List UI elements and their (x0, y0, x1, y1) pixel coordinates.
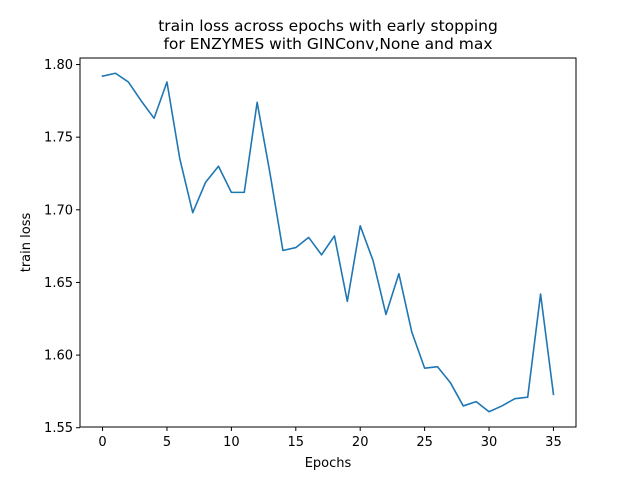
x-tick-label: 15 (288, 435, 305, 450)
y-tick-label: 1.70 (44, 203, 73, 218)
plot-area (79, 57, 577, 428)
x-tick-label: 25 (416, 435, 433, 450)
x-tick-label: 5 (163, 435, 171, 450)
x-tick-label: 0 (98, 435, 106, 450)
y-tick-label: 1.60 (44, 349, 73, 364)
x-tick-label: 10 (223, 435, 240, 450)
y-tick-label: 1.80 (44, 58, 73, 73)
y-axis-label: train loss (19, 213, 34, 273)
chart-title-line-1: train loss across epochs with early stop… (158, 17, 498, 35)
y-axis: 1.55 1.60 1.65 1.70 1.75 1.80 (44, 58, 80, 436)
series-line-0 (101, 72, 555, 413)
x-tick-label: 20 (352, 435, 369, 450)
y-tick-label: 1.55 (44, 421, 73, 436)
x-axis: 0 5 10 15 20 25 30 35 (98, 427, 562, 450)
plot-frame (79, 57, 577, 428)
x-tick-label: 30 (481, 435, 498, 450)
y-tick-label: 1.75 (44, 131, 73, 146)
plot-background (80, 58, 576, 427)
chart-title-line-2: for ENZYMES with GINConv,None and max (163, 35, 492, 53)
series-layer (101, 72, 555, 413)
y-tick-label: 1.65 (44, 276, 73, 291)
x-axis-label: Epochs (305, 456, 352, 471)
x-tick-label: 35 (545, 435, 562, 450)
